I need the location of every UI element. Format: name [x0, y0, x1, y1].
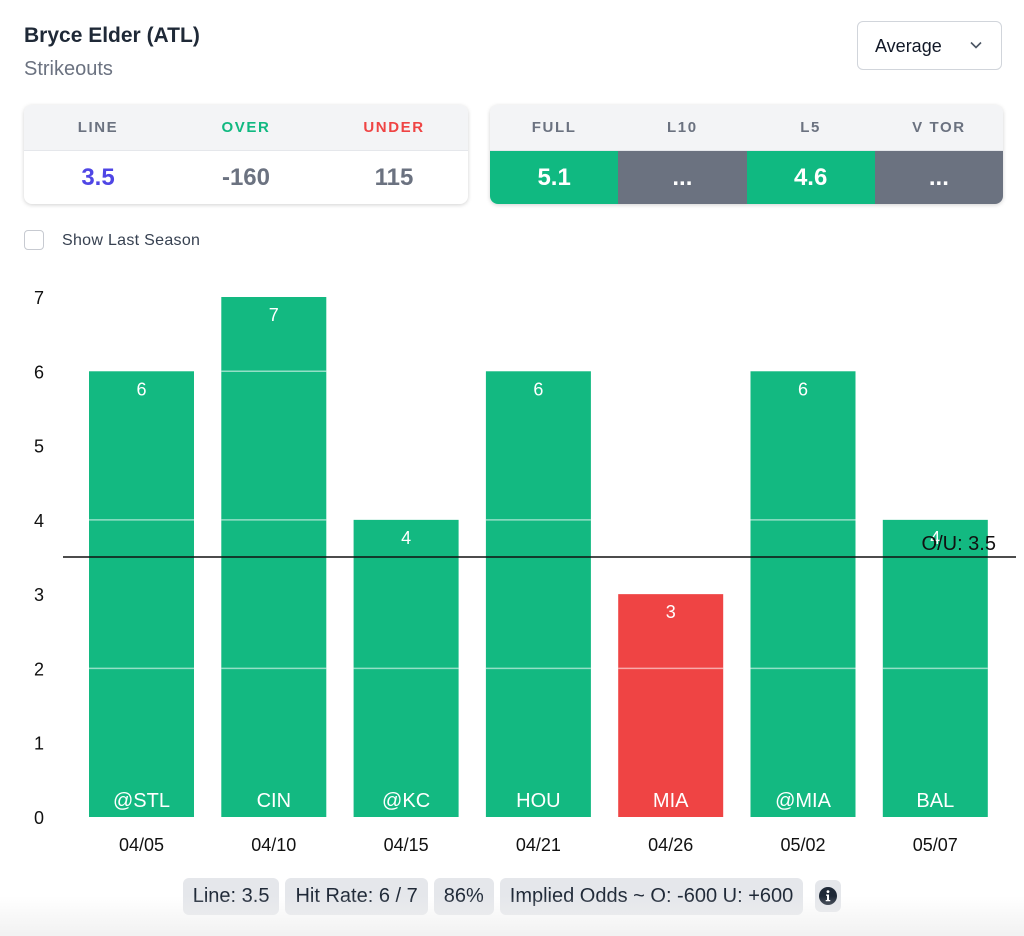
summary-hit-rate-pill: Hit Rate: 6 / 7 — [285, 878, 428, 915]
odds-header-over: OVER — [221, 119, 271, 136]
odds-card-values: 3.5 -160 115 — [24, 151, 468, 204]
bar — [750, 371, 856, 817]
mode-select[interactable]: Average — [857, 21, 1002, 70]
bar — [89, 371, 194, 817]
stat-name: Strikeouts — [24, 58, 113, 80]
odds-header-under: UNDER — [363, 119, 425, 136]
x-tick-label: 05/07 — [913, 835, 958, 855]
avg-value-vs-opponent: ... — [874, 151, 1003, 204]
y-tick-label: 7 — [34, 288, 44, 308]
y-tick-label: 6 — [34, 362, 44, 382]
avg-header-l5: L5 — [800, 119, 821, 136]
info-icon — [819, 887, 838, 905]
avg-value-full: 5.1 — [490, 151, 619, 204]
bar — [618, 594, 724, 817]
bar-opponent-label: @STL — [113, 790, 170, 812]
bar-value-label: 4 — [930, 528, 940, 548]
bar-opponent-label: @KC — [382, 790, 430, 812]
bar-value-label: 6 — [798, 379, 808, 399]
odds-value-line: 3.5 — [81, 164, 115, 191]
x-tick-label: 04/15 — [384, 835, 429, 855]
avg-header-vs-opponent: V TOR — [912, 119, 966, 136]
info-button[interactable] — [815, 880, 842, 912]
y-tick-label: 3 — [34, 585, 44, 605]
summary-line-pill: Line: 3.5 — [182, 878, 280, 915]
odds-value-under: 115 — [374, 164, 414, 191]
average-card-header: FULL L10 L5 V TOR — [490, 105, 1003, 151]
bar-value-label: 6 — [533, 379, 543, 399]
odds-card-header: LINE OVER UNDER — [24, 105, 468, 151]
avg-header-full: FULL — [531, 119, 577, 136]
bar-opponent-label: CIN — [257, 790, 291, 812]
bar-value-label: 3 — [666, 602, 676, 622]
strikeouts-bar-chart: 0 1 2 3 4 5 6 7 6 @STL 04/05 7 CIN 04/10 4 @KC 04/15 6 HOU… — [34, 288, 1016, 855]
avg-header-l10: L10 — [667, 119, 698, 136]
odds-value-over: -160 — [221, 164, 271, 191]
y-tick-label: 5 — [34, 437, 44, 457]
odds-header-line: LINE — [77, 119, 119, 136]
average-card-values: 5.1 ... 4.6 ... — [490, 151, 1003, 204]
x-tick-label: 04/26 — [648, 835, 693, 855]
bar — [485, 371, 591, 817]
mode-select-value: Average — [875, 36, 942, 56]
chevron-down-icon — [969, 38, 983, 57]
avg-value-l10: ... — [618, 151, 747, 204]
summary-implied-odds-pill: Implied Odds ~ O: -600 U: +600 — [499, 878, 804, 915]
bar-opponent-label: @MIA — [775, 790, 832, 812]
over-under-label: O/U: 3.5 — [922, 533, 996, 555]
y-tick-label: 2 — [34, 659, 44, 679]
player-name: Bryce Elder (ATL) — [24, 24, 200, 47]
x-tick-label: 04/10 — [251, 835, 296, 855]
y-tick-label: 1 — [34, 734, 44, 754]
bar-opponent-label: BAL — [916, 790, 954, 812]
average-card: FULL L10 L5 V TOR 5.1 ... 4.6 ... — [490, 105, 1003, 204]
bar-value-label: 4 — [401, 528, 411, 548]
odds-card: LINE OVER UNDER 3.5 -160 115 — [24, 105, 468, 204]
avg-value-l5: 4.6 — [746, 151, 875, 204]
show-last-season-label[interactable]: Show Last Season — [62, 232, 201, 249]
y-tick-label: 0 — [34, 808, 44, 828]
bar-opponent-label: MIA — [653, 790, 689, 812]
x-tick-label: 04/05 — [119, 835, 164, 855]
show-last-season-checkbox[interactable] — [24, 230, 44, 250]
bar-opponent-label: HOU — [516, 790, 560, 812]
bar-value-label: 6 — [136, 379, 146, 399]
y-tick-label: 4 — [34, 511, 44, 531]
summary-bar: Line: 3.5 Hit Rate: 6 / 7 86% Implied Od… — [0, 878, 1024, 915]
summary-hit-percent-pill: 86% — [433, 878, 494, 915]
x-tick-label: 04/21 — [516, 835, 561, 855]
x-tick-label: 05/02 — [780, 835, 825, 855]
bar-value-label: 7 — [269, 305, 279, 325]
